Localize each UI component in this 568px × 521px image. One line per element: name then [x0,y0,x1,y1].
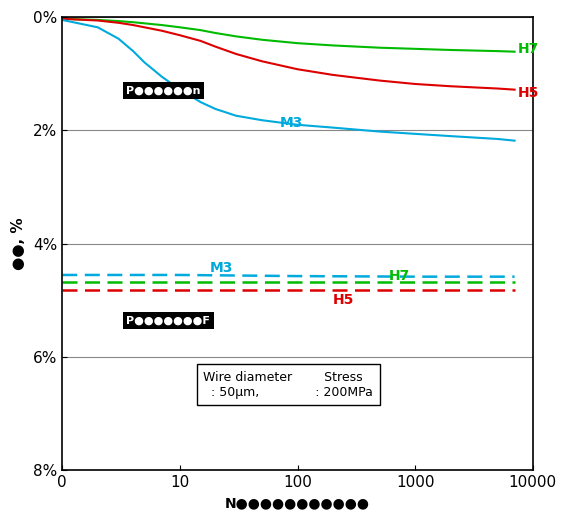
Text: H7: H7 [518,42,540,56]
Text: P●●●●●●●F: P●●●●●●●F [126,315,210,325]
Text: Wire diameter        Stress
  : 50μm,              : 200MPa: Wire diameter Stress : 50μm, : 200MPa [203,371,373,399]
Text: H5: H5 [518,86,540,100]
Text: M3: M3 [279,116,303,130]
Text: H5: H5 [333,293,354,307]
Y-axis label: ●●, %: ●●, % [11,217,26,270]
Text: P●●●●●●n: P●●●●●●n [126,86,201,96]
X-axis label: N●●●●●●●●●●●: N●●●●●●●●●●● [225,496,370,510]
Text: M3: M3 [210,261,233,275]
Text: H7: H7 [389,268,410,282]
